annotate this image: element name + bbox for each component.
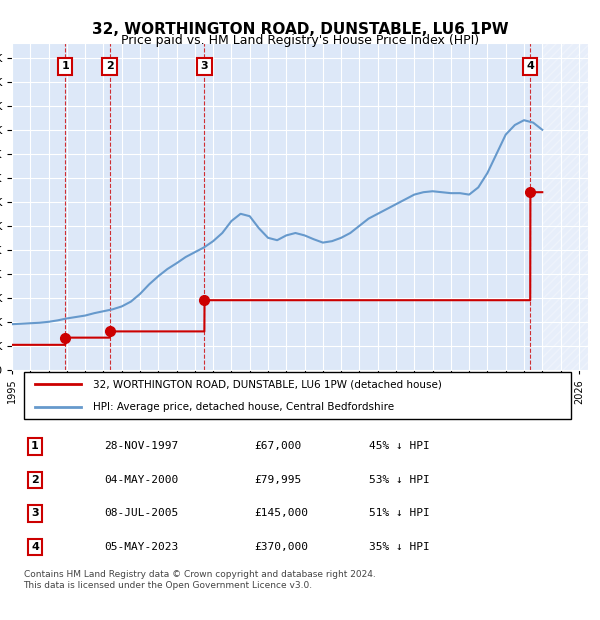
Text: 05-MAY-2023: 05-MAY-2023 [104, 542, 178, 552]
Text: 45% ↓ HPI: 45% ↓ HPI [369, 441, 430, 451]
Text: £370,000: £370,000 [254, 542, 308, 552]
Text: 53% ↓ HPI: 53% ↓ HPI [369, 475, 430, 485]
Text: £67,000: £67,000 [254, 441, 301, 451]
Text: HPI: Average price, detached house, Central Bedfordshire: HPI: Average price, detached house, Cent… [92, 402, 394, 412]
Text: 4: 4 [31, 542, 39, 552]
Text: 4: 4 [526, 61, 534, 71]
Text: 3: 3 [31, 508, 39, 518]
Text: 35% ↓ HPI: 35% ↓ HPI [369, 542, 430, 552]
Text: Contains HM Land Registry data © Crown copyright and database right 2024.
This d: Contains HM Land Registry data © Crown c… [23, 570, 375, 590]
Bar [542, 43, 588, 370]
FancyBboxPatch shape [23, 373, 571, 419]
Text: 32, WORTHINGTON ROAD, DUNSTABLE, LU6 1PW (detached house): 32, WORTHINGTON ROAD, DUNSTABLE, LU6 1PW… [92, 379, 442, 389]
Text: 51% ↓ HPI: 51% ↓ HPI [369, 508, 430, 518]
Text: 32, WORTHINGTON ROAD, DUNSTABLE, LU6 1PW: 32, WORTHINGTON ROAD, DUNSTABLE, LU6 1PW [92, 22, 508, 37]
Text: Price paid vs. HM Land Registry's House Price Index (HPI): Price paid vs. HM Land Registry's House … [121, 34, 479, 47]
Text: 28-NOV-1997: 28-NOV-1997 [104, 441, 178, 451]
Text: £145,000: £145,000 [254, 508, 308, 518]
Text: 08-JUL-2005: 08-JUL-2005 [104, 508, 178, 518]
Text: 2: 2 [31, 475, 39, 485]
Text: 1: 1 [61, 61, 69, 71]
Text: 2: 2 [106, 61, 113, 71]
Text: 3: 3 [200, 61, 208, 71]
Text: £79,995: £79,995 [254, 475, 301, 485]
Text: 1: 1 [31, 441, 39, 451]
Text: 04-MAY-2000: 04-MAY-2000 [104, 475, 178, 485]
